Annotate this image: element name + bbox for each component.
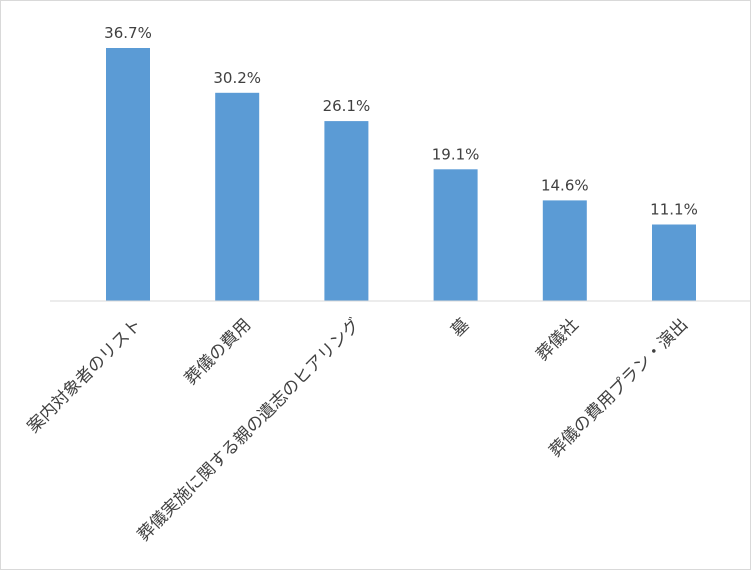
bar [542, 200, 587, 301]
data-label: 11.1% [650, 201, 698, 219]
data-label: 30.2% [213, 69, 261, 87]
bar [106, 48, 150, 301]
data-label: 19.1% [432, 145, 480, 163]
bar [652, 224, 696, 301]
data-labels-group: 36.7% 30.2% 26.1% 19.1% 14.6% 11.1% [104, 24, 698, 219]
bar [215, 92, 260, 301]
category-label: 葬儀の費用 [181, 315, 255, 389]
bar [433, 169, 478, 301]
category-label: 葬儀社 [533, 315, 583, 365]
category-labels-group: 案内対象者のリスト 葬儀の費用葬儀実施に関する親の遺志のヒアリング墓葬儀社葬儀の費… [24, 315, 692, 546]
bar [324, 121, 369, 301]
data-label: 14.6% [541, 176, 589, 194]
data-label: 26.1% [323, 97, 371, 115]
data-label: 36.7% [104, 24, 152, 42]
category-label: 案内対象者のリスト [24, 315, 146, 437]
category-label: 墓 [447, 315, 473, 341]
category-label: 葬儀実施に関する親の遺志のヒアリング [134, 315, 365, 546]
bars-group [106, 48, 696, 301]
